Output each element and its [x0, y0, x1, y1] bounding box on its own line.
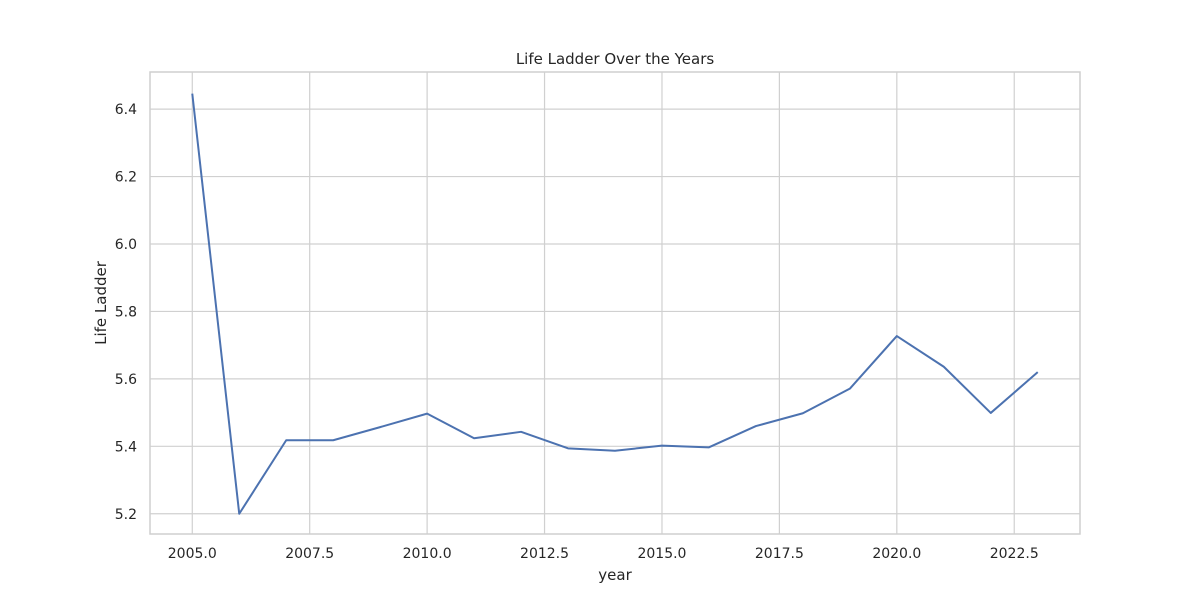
- y-tick-label: 5.2: [115, 507, 137, 523]
- x-axis-ticks: 2005.0 2007.5 2010.0 2012.5 2015.0 2017.5 2020…: [168, 546, 1039, 562]
- y-axis-label: Life Ladder: [92, 260, 110, 345]
- plot-frame: [149, 71, 1081, 535]
- x-tick-label: 2007.5: [285, 546, 334, 562]
- y-tick-label: 5.6: [115, 372, 137, 388]
- x-axis-label: year: [598, 566, 632, 584]
- chart-title: Life Ladder Over the Years: [516, 50, 715, 68]
- x-tick-label: 2022.5: [990, 546, 1039, 562]
- x-tick-label: 2017.5: [755, 546, 804, 562]
- y-axis-ticks: 5.2 5.4 5.6 5.8 6.0 6.2 6.4: [115, 102, 137, 523]
- series-line: [191, 93, 1039, 515]
- y-tick-label: 6.2: [115, 170, 137, 186]
- y-tick-label: 6.4: [115, 102, 137, 118]
- x-tick-label: 2015.0: [637, 546, 686, 562]
- x-tick-label: 2010.0: [403, 546, 452, 562]
- y-tick-label: 6.0: [115, 237, 137, 253]
- y-tick-label: 5.8: [115, 304, 137, 320]
- x-tick-label: 2012.5: [520, 546, 569, 562]
- x-tick-label: 2005.0: [168, 546, 217, 562]
- x-tick-label: 2020.0: [872, 546, 921, 562]
- grid: [150, 72, 1080, 534]
- y-tick-label: 5.4: [115, 439, 137, 455]
- series-layer: [191, 93, 1039, 515]
